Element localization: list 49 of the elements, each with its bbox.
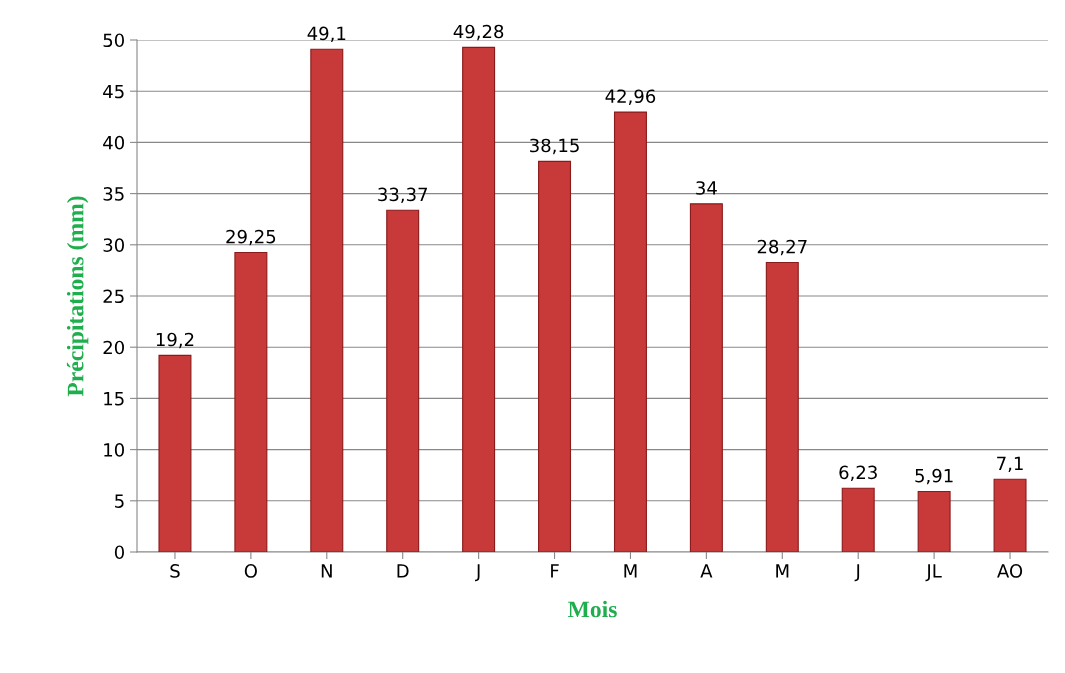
y-tick-label: 10	[104, 443, 124, 457]
data-label: 29,25	[226, 229, 276, 246]
y-tick-label: 25	[103, 289, 124, 304]
x-tick-label: O	[244, 564, 257, 578]
bar	[158, 354, 192, 552]
x-tick-label: M	[776, 564, 789, 578]
y-tick-label: 30	[103, 238, 124, 252]
y-tick-label: 0	[114, 545, 124, 560]
bar	[462, 46, 496, 552]
x-tick-label: J	[854, 564, 860, 582]
y-axis-title: Précipitations (mm)	[66, 196, 89, 397]
bar	[917, 490, 951, 552]
y-tick-label: 20	[103, 340, 124, 355]
x-tick-label: J	[475, 564, 480, 582]
y-tick-label: 5	[115, 494, 124, 508]
x-tick-label: F	[551, 564, 559, 578]
data-label: 49,28	[453, 24, 504, 41]
y-tick-label: 40	[103, 135, 124, 150]
data-label: 42,96	[605, 89, 656, 105]
x-axis-title: Mois	[567, 600, 617, 618]
data-label: 49,1	[307, 26, 346, 42]
bar	[538, 160, 572, 552]
bar	[310, 48, 344, 552]
bar	[386, 209, 420, 552]
bar	[689, 203, 723, 552]
bar	[234, 251, 268, 552]
x-tick-label: A	[700, 564, 713, 578]
data-label: 33,37	[378, 187, 428, 204]
y-tick-label: 45	[103, 84, 124, 99]
x-tick-label: N	[321, 564, 332, 578]
data-label: 6,23	[839, 465, 877, 481]
bar	[765, 261, 799, 552]
x-tick-label: AO	[997, 564, 1023, 578]
y-tick-label: 35	[103, 187, 124, 201]
bar	[993, 478, 1027, 552]
data-label: 7,1	[997, 456, 1023, 473]
data-label: 34	[696, 181, 717, 195]
y-tick-label: 50	[103, 33, 124, 48]
bar	[613, 111, 647, 552]
data-label: 28,27	[757, 239, 807, 256]
data-label: 5,91	[915, 468, 953, 485]
x-tick-label: S	[170, 564, 180, 578]
x-tick-label: D	[397, 564, 409, 578]
x-tick-label: JL	[925, 564, 942, 582]
x-tick-label: M	[624, 564, 637, 578]
data-label: 19,2	[156, 332, 194, 349]
data-label: 38,15	[530, 138, 579, 155]
y-tick-label: 15	[104, 392, 124, 406]
bar	[841, 487, 875, 552]
